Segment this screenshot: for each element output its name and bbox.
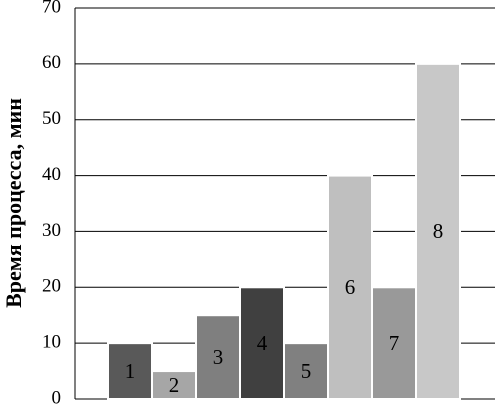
y-tick-label: 10 (42, 332, 61, 353)
bar-label: 3 (213, 345, 224, 369)
bar (151, 370, 197, 401)
y-tick-label: 60 (42, 52, 61, 73)
y-tick-label: 70 (42, 0, 61, 17)
bar (415, 62, 461, 400)
bar-label: 2 (169, 373, 180, 397)
y-tick-label: 30 (42, 220, 61, 241)
y-tick-label: 20 (42, 276, 61, 297)
y-tick-label: 0 (52, 387, 62, 406)
bar-label: 4 (257, 331, 268, 355)
y-axis-title: Время процесса, мин (1, 98, 26, 308)
bar-label: 1 (125, 359, 136, 383)
bar-label: 8 (433, 219, 444, 243)
bar-label: 6 (345, 275, 356, 299)
bar (195, 314, 241, 401)
bar (239, 286, 285, 400)
bar (371, 286, 417, 400)
bar-label: 7 (389, 331, 400, 355)
bar (283, 342, 329, 400)
y-tick-label: 50 (42, 108, 61, 129)
y-tick-label: 40 (42, 164, 61, 185)
bar (327, 174, 373, 400)
bar-label: 5 (301, 359, 312, 383)
